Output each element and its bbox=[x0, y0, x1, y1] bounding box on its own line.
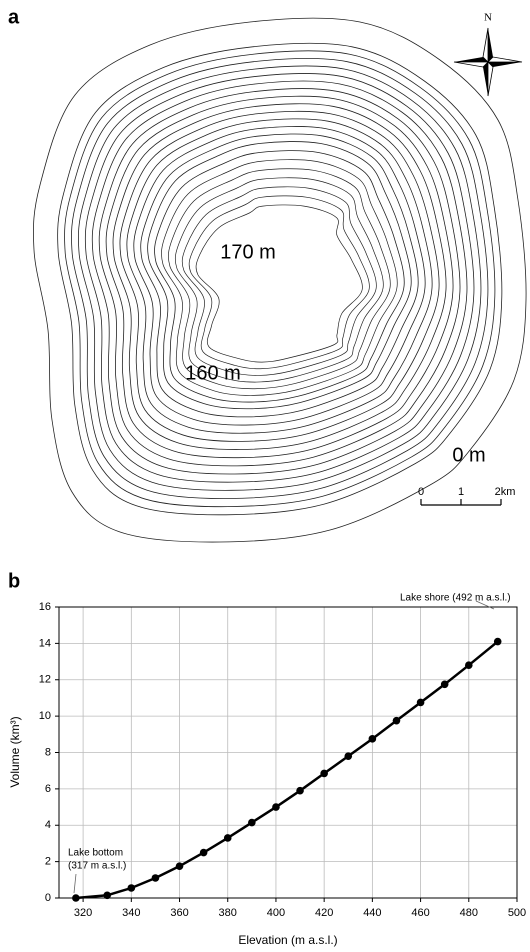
contour-line bbox=[91, 80, 468, 475]
contour-line bbox=[154, 150, 405, 403]
compass bbox=[453, 27, 523, 97]
data-point bbox=[344, 752, 353, 760]
contour-line bbox=[147, 141, 412, 410]
contour-label: 160 m bbox=[185, 362, 241, 384]
x-tick-label: 380 bbox=[219, 907, 237, 919]
contour-line bbox=[119, 110, 440, 442]
contour-line bbox=[33, 17, 527, 543]
data-point bbox=[248, 818, 256, 827]
contour-line bbox=[140, 133, 419, 418]
contour-label: 170 m bbox=[220, 241, 276, 263]
contour-line bbox=[174, 177, 384, 383]
x-tick-label: 360 bbox=[170, 907, 188, 919]
contour-line bbox=[84, 73, 475, 483]
scale-label: 0 bbox=[418, 486, 424, 498]
data-point bbox=[392, 716, 401, 725]
x-axis-label: Elevation (m a.s.l.) bbox=[238, 933, 337, 947]
contour-line bbox=[64, 50, 496, 508]
data-point bbox=[320, 769, 328, 778]
x-tick-label: 420 bbox=[315, 907, 333, 919]
x-tick-label: 400 bbox=[267, 907, 285, 919]
contour-map bbox=[33, 17, 527, 543]
scale-label: 1 bbox=[458, 486, 464, 498]
data-point bbox=[72, 894, 80, 902]
data-point bbox=[416, 698, 425, 707]
scale-bar bbox=[420, 499, 502, 506]
data-point bbox=[464, 661, 473, 669]
data-point bbox=[440, 680, 449, 689]
contour-line bbox=[112, 103, 447, 450]
x-tick-label: 340 bbox=[122, 907, 140, 919]
x-tick-label: 440 bbox=[363, 907, 381, 919]
north-label: N bbox=[484, 12, 492, 24]
contour-line bbox=[126, 118, 433, 434]
data-point bbox=[199, 848, 208, 857]
data-point bbox=[272, 803, 280, 811]
data-point bbox=[151, 874, 160, 882]
contour-line bbox=[78, 65, 482, 491]
contour-line bbox=[105, 95, 454, 459]
y-tick-label: 6 bbox=[45, 783, 51, 795]
y-tick-label: 16 bbox=[39, 601, 51, 613]
contour-label: 0 m bbox=[452, 444, 485, 466]
y-tick-label: 8 bbox=[45, 746, 51, 758]
y-tick-label: 0 bbox=[45, 892, 51, 904]
plot-frame bbox=[58, 606, 518, 899]
contour-line bbox=[181, 186, 377, 376]
contour-line bbox=[133, 126, 426, 426]
data-point bbox=[127, 884, 136, 892]
data-line bbox=[75, 640, 499, 900]
x-tick-label: 500 bbox=[508, 907, 526, 919]
line-chart: 0 2 4 6 8 10 12 14 16 320 340 360 380 400 420 440 460 480… bbox=[39, 601, 526, 919]
panel-label: b bbox=[8, 570, 20, 592]
annotation: (317 m a.s.l.) bbox=[68, 861, 126, 872]
y-tick-label: 2 bbox=[45, 856, 51, 868]
contour-line bbox=[71, 58, 489, 499]
data-point bbox=[368, 735, 377, 743]
y-tick-label: 12 bbox=[39, 674, 51, 686]
y-axis-label: Volume (km³) bbox=[8, 716, 22, 787]
contour-line bbox=[195, 204, 363, 363]
annotation: Lake shore (492 m a.s.l.) bbox=[400, 593, 511, 604]
contour-line bbox=[188, 195, 370, 370]
data-point bbox=[296, 786, 304, 795]
y-tick-label: 10 bbox=[39, 710, 51, 722]
data-point bbox=[103, 891, 112, 900]
annotation: Lake bottom bbox=[68, 848, 123, 859]
x-tick-label: 460 bbox=[411, 907, 429, 919]
y-tick-label: 14 bbox=[39, 637, 51, 649]
scale-label: 2km bbox=[495, 486, 516, 498]
x-tick-label: 480 bbox=[460, 907, 478, 919]
annotation-arrow bbox=[73, 873, 77, 894]
contour-line bbox=[168, 168, 391, 390]
y-tick-label: 4 bbox=[45, 819, 51, 831]
contour-line bbox=[57, 42, 503, 516]
contour-line bbox=[161, 159, 398, 396]
x-tick-label: 320 bbox=[74, 907, 92, 919]
data-point bbox=[223, 834, 232, 842]
data-point bbox=[175, 862, 184, 870]
contour-line bbox=[98, 88, 461, 467]
annotation-arrow bbox=[475, 600, 495, 610]
data-point bbox=[493, 637, 502, 646]
panel-label: a bbox=[8, 6, 20, 28]
